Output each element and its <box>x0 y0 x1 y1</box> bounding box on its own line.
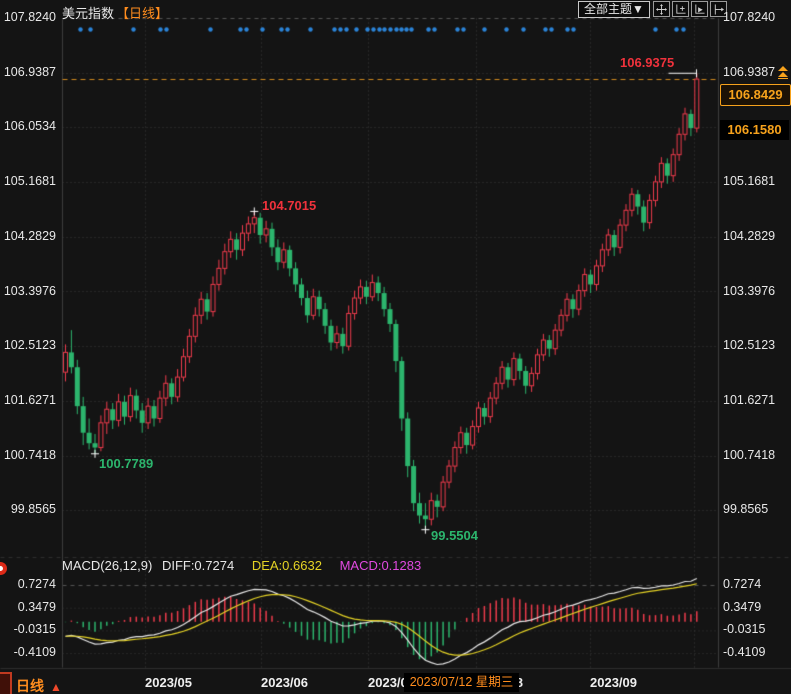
period-tag: 【日线】 <box>116 6 169 21</box>
price-tick-right: 106.9387 <box>723 64 776 79</box>
macd-macd-value: MACD:0.1283 <box>339 558 422 573</box>
x-tick-label: 2023/06 <box>261 675 308 690</box>
price-tick-left: 107.8240 <box>3 10 56 24</box>
macd-tick-right: 0.3479 <box>723 599 762 614</box>
macd-dea-value: DEA:0.6632 <box>251 558 322 573</box>
macd-settings-icon[interactable] <box>0 562 7 575</box>
date-tooltip: 2023/07/12 星期三 <box>404 673 519 692</box>
tab-daily[interactable]: 日线 ▲ <box>16 676 62 694</box>
price-tick-right: 101.6271 <box>723 392 776 407</box>
macd-tick-left: 0.3479 <box>17 599 56 614</box>
macd-tick-right: -0.4109 <box>723 645 766 660</box>
theme-dropdown[interactable]: 全部主题▼ <box>578 1 650 18</box>
macd-tick-right: 0.7274 <box>723 577 762 591</box>
tab-daily-label: 日线 <box>16 678 44 694</box>
price-tick-right: 99.8565 <box>723 502 769 517</box>
pan-right-icon[interactable] <box>710 1 727 17</box>
price-tick-left: 106.9387 <box>3 64 56 79</box>
latest-price-arrows-icon[interactable] <box>776 66 790 79</box>
price-tick-right: 103.3976 <box>723 283 776 298</box>
macd-title: MACD(26,12,9) <box>62 558 153 573</box>
macd-tick-right: -0.0315 <box>723 622 766 637</box>
page-title: 美元指数 <box>62 6 115 21</box>
axis-zoom-in-icon[interactable] <box>672 1 689 17</box>
x-tick-label: 2023/09 <box>590 675 637 690</box>
axis-play-icon[interactable] <box>691 1 708 17</box>
price-tick-left: 99.8565 <box>10 502 56 517</box>
up-triangle-icon: ▲ <box>50 680 62 694</box>
annotation-may-peak: 104.7015 <box>262 198 317 213</box>
annotation-april-low: 100.7789 <box>99 456 154 471</box>
price-tick-right: 100.7418 <box>723 447 776 462</box>
annotation-recent-high: 106.9375 <box>620 55 675 70</box>
macd-diff-value: DIFF:0.7274 <box>161 558 235 573</box>
x-tick-label: 2023/05 <box>145 675 192 690</box>
price-tick-right: 104.2829 <box>723 228 776 243</box>
chart-toolbar <box>653 1 727 17</box>
price-tick-right: 107.8240 <box>723 10 776 24</box>
annotation-july-low: 99.5504 <box>431 528 478 543</box>
price-tick-right: 102.5123 <box>723 338 776 353</box>
price-tick-right: 105.1681 <box>723 174 776 189</box>
pan-crosshair-icon[interactable] <box>653 1 670 17</box>
price-tick-left: 102.5123 <box>3 338 56 353</box>
corner-badge-fragment <box>0 672 12 694</box>
last-price-tag: 106.8429 <box>720 84 791 106</box>
macd-tick-left: -0.0315 <box>13 622 56 637</box>
macd-tick-left: -0.4109 <box>13 645 56 660</box>
price-tick-left: 106.0534 <box>3 119 56 134</box>
price-tick-left: 105.1681 <box>3 174 56 189</box>
macd-tick-left: 0.7274 <box>17 577 56 591</box>
macd-header: MACD(26,12,9) DIFF:0.7274 DEA:0.6632 MAC… <box>62 558 421 573</box>
x-tick-label: 2023/07 <box>368 675 415 690</box>
price-tick-left: 104.2829 <box>3 228 56 243</box>
price-tick-left: 103.3976 <box>3 283 56 298</box>
secondary-price-tag: 106.1580 <box>720 120 789 140</box>
price-tick-left: 100.7418 <box>3 447 56 462</box>
chart-header: 美元指数 【日线】 <box>62 3 168 22</box>
price-tick-left: 101.6271 <box>3 392 56 407</box>
